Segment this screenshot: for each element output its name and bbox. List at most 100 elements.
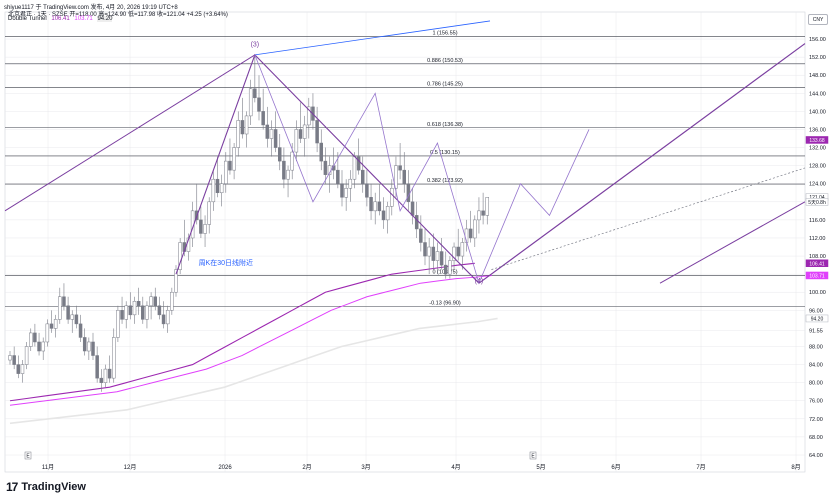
candle-body	[219, 183, 224, 194]
candle-body	[361, 169, 365, 184]
candle-body	[473, 219, 477, 239]
brand-name: TradingView	[21, 481, 86, 493]
candle-body	[435, 251, 440, 261]
candle-body	[448, 260, 452, 275]
candle-body	[82, 337, 87, 352]
candle-body	[348, 178, 353, 189]
price-tag-label: 5天0.8h	[808, 200, 826, 206]
candle-body	[91, 341, 95, 356]
candle-body	[344, 187, 348, 198]
candle-body	[124, 305, 128, 320]
candle-body	[136, 301, 141, 307]
x-tick-label: 7月	[696, 464, 705, 471]
ohlc-readout: 北京君正 · 1天 · SZSE 开=118.00 高=124.90 低=117…	[8, 12, 228, 18]
price-tag	[805, 136, 829, 144]
candle-body	[224, 160, 228, 184]
candle-body	[153, 296, 157, 307]
candle-body	[199, 219, 203, 234]
candle-body	[37, 341, 41, 352]
candle-body	[253, 88, 257, 99]
indicator-name: Double Tunnel	[8, 16, 47, 22]
candle-body	[87, 341, 91, 352]
candle-body	[58, 296, 62, 320]
candle-body	[460, 242, 465, 257]
candle-body	[257, 97, 261, 112]
candle-body	[444, 264, 448, 275]
candle-body	[161, 314, 166, 325]
candle-body	[377, 201, 382, 212]
x-tick-label: 12月	[124, 464, 137, 471]
candle-body	[340, 183, 344, 198]
candle-body	[107, 368, 112, 379]
candle-body	[244, 115, 249, 135]
y-tick-label: 72.00	[809, 417, 823, 423]
candle-body	[165, 310, 170, 325]
double-tunnel-indicator	[9, 262, 498, 425]
candle-body	[290, 151, 294, 171]
candle-body	[319, 142, 323, 162]
price-tag-label: 133.68	[809, 138, 825, 144]
earnings-marker-icon	[24, 451, 32, 460]
candle-body	[307, 106, 311, 126]
candle-body	[240, 120, 245, 135]
tunnel-slow-line	[9, 317, 498, 425]
candle-body	[423, 242, 427, 257]
y-tick-label: 136.00	[809, 127, 826, 133]
candle-body	[236, 120, 240, 148]
wave-labels: (3) (4) 周K在30日线附近	[199, 41, 484, 284]
price-axis: 156.00 152.00 148.00 144.00 140.00 136.00 132.…	[809, 37, 826, 459]
trend-line	[4, 54, 256, 212]
candle-body	[286, 169, 290, 180]
y-tick-label: 112.00	[809, 236, 825, 242]
candle-body	[211, 178, 216, 203]
currency-button[interactable]: CNY	[808, 14, 828, 25]
candle-body	[141, 305, 145, 320]
price-tag-label: 103.71	[809, 273, 825, 279]
candle-body	[298, 129, 303, 139]
candle-body	[273, 129, 278, 148]
candle-body	[112, 337, 116, 379]
fib-level-label: -0.13 (96.90)	[429, 300, 461, 306]
indicator-legend[interactable]: Double Tunnel 106.41 103.71 94.20	[8, 16, 115, 22]
candle-body	[203, 224, 207, 234]
y-tick-label: 156.00	[809, 37, 826, 43]
x-tick-label: 6月	[611, 464, 620, 471]
tunnel-fast-line	[9, 262, 475, 402]
y-tick-label: 96.00	[809, 308, 823, 314]
candle-body	[41, 341, 45, 352]
candle-body	[406, 183, 411, 203]
indicator-value-slow: 94.20	[97, 16, 113, 22]
fib-level-label: 1 (156.55)	[432, 31, 457, 37]
candle-body	[390, 187, 394, 207]
fib-retracement: 1 (156.55) 0.886 (150.53) 0.786 (145.25) 0.…	[5, 31, 805, 307]
candle-body	[323, 160, 328, 175]
fib-level-label: 0.5 (130.15)	[430, 150, 460, 156]
dotted-projection	[491, 167, 806, 270]
fib-level-label: 0.382 (123.92)	[427, 178, 463, 184]
candle-body	[477, 210, 481, 221]
candle-body	[178, 242, 182, 270]
candle-body	[294, 129, 299, 153]
indicator-value-fast: 106.41	[51, 16, 70, 22]
candle-body	[149, 296, 153, 307]
x-tick-label: 2026	[218, 465, 232, 471]
candle-body	[431, 246, 436, 261]
annotation-text: 周K在30日线附近	[199, 258, 253, 267]
price-tag	[805, 271, 829, 280]
fib-level-label: 0.886 (150.53)	[427, 58, 463, 64]
y-tick-label: 84.00	[809, 363, 823, 369]
x-tick-label: 11月	[42, 464, 54, 471]
footer-brand: 17 TradingView	[6, 480, 86, 494]
time-axis: 11月 12月 2026 2月 3月 4月 5月 6月 7月 8月 E E	[24, 451, 801, 471]
candle-body	[132, 301, 137, 316]
x-tick-label: 4月	[451, 464, 460, 471]
x-tick-label: 2月	[302, 464, 311, 471]
y-tick-label: 148.00	[809, 73, 826, 79]
channel-line	[478, 43, 806, 284]
candle-body	[381, 210, 386, 221]
candle-body	[282, 160, 286, 180]
y-tick-label: 80.00	[809, 381, 823, 387]
y-tick-label: 140.00	[809, 109, 826, 115]
